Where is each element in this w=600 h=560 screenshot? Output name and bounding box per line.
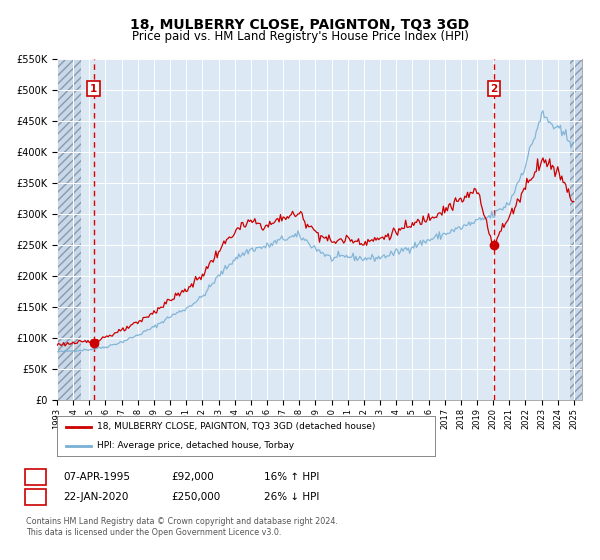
Text: £92,000: £92,000	[171, 472, 214, 482]
Text: 07-APR-1995: 07-APR-1995	[63, 472, 130, 482]
Bar	[570, 53, 582, 400]
Bar	[57, 53, 81, 400]
Text: 18, MULBERRY CLOSE, PAIGNTON, TQ3 3GD (detached house): 18, MULBERRY CLOSE, PAIGNTON, TQ3 3GD (d…	[97, 422, 375, 431]
Text: 1: 1	[90, 84, 97, 94]
Text: 22-JAN-2020: 22-JAN-2020	[63, 492, 128, 502]
Text: 26% ↓ HPI: 26% ↓ HPI	[264, 492, 319, 502]
Text: 2: 2	[32, 492, 39, 502]
Text: £250,000: £250,000	[171, 492, 220, 502]
Text: 1: 1	[32, 472, 39, 482]
Text: 18, MULBERRY CLOSE, PAIGNTON, TQ3 3GD: 18, MULBERRY CLOSE, PAIGNTON, TQ3 3GD	[130, 18, 470, 32]
Text: Contains HM Land Registry data © Crown copyright and database right 2024.
This d: Contains HM Land Registry data © Crown c…	[26, 517, 338, 537]
Text: HPI: Average price, detached house, Torbay: HPI: Average price, detached house, Torb…	[97, 441, 294, 450]
Text: 2: 2	[490, 84, 498, 94]
Text: 16% ↑ HPI: 16% ↑ HPI	[264, 472, 319, 482]
Text: Price paid vs. HM Land Registry's House Price Index (HPI): Price paid vs. HM Land Registry's House …	[131, 30, 469, 43]
